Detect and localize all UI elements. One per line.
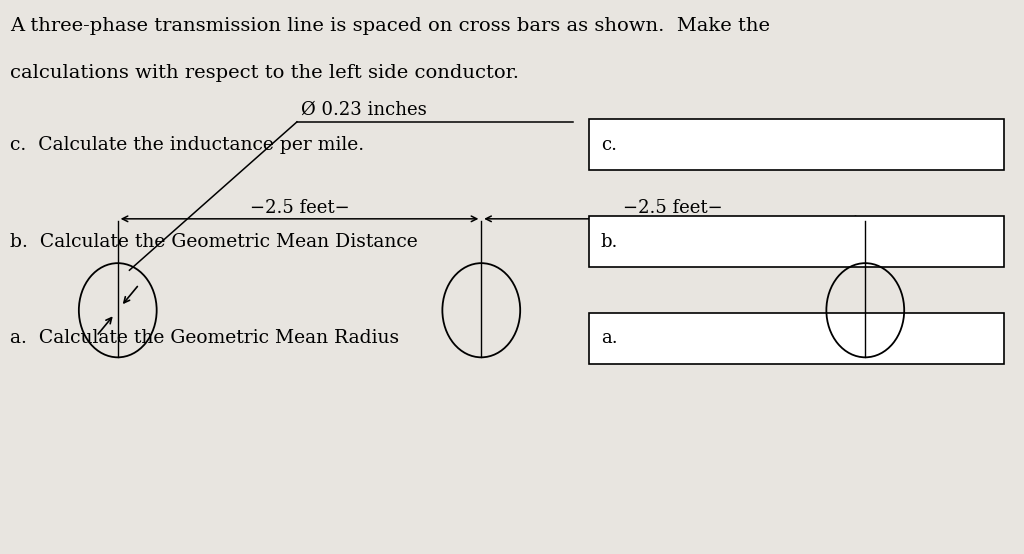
Text: b.: b. xyxy=(601,233,618,250)
Text: −2.5 feet−: −2.5 feet− xyxy=(624,199,723,217)
Text: calculations with respect to the left side conductor.: calculations with respect to the left si… xyxy=(10,64,519,81)
Text: Ø 0.23 inches: Ø 0.23 inches xyxy=(301,101,427,119)
Text: −2.5 feet−: −2.5 feet− xyxy=(250,199,349,217)
Text: c.: c. xyxy=(601,136,616,153)
Text: b.  Calculate the Geometric Mean Distance: b. Calculate the Geometric Mean Distance xyxy=(10,233,418,250)
Text: A three-phase transmission line is spaced on cross bars as shown.  Make the: A three-phase transmission line is space… xyxy=(10,17,770,34)
Bar xyxy=(589,313,1004,364)
Text: a.: a. xyxy=(601,330,617,347)
Bar xyxy=(589,216,1004,267)
Text: a.  Calculate the Geometric Mean Radius: a. Calculate the Geometric Mean Radius xyxy=(10,330,399,347)
Text: c.  Calculate the inductance per mile.: c. Calculate the inductance per mile. xyxy=(10,136,365,153)
Bar xyxy=(589,119,1004,170)
